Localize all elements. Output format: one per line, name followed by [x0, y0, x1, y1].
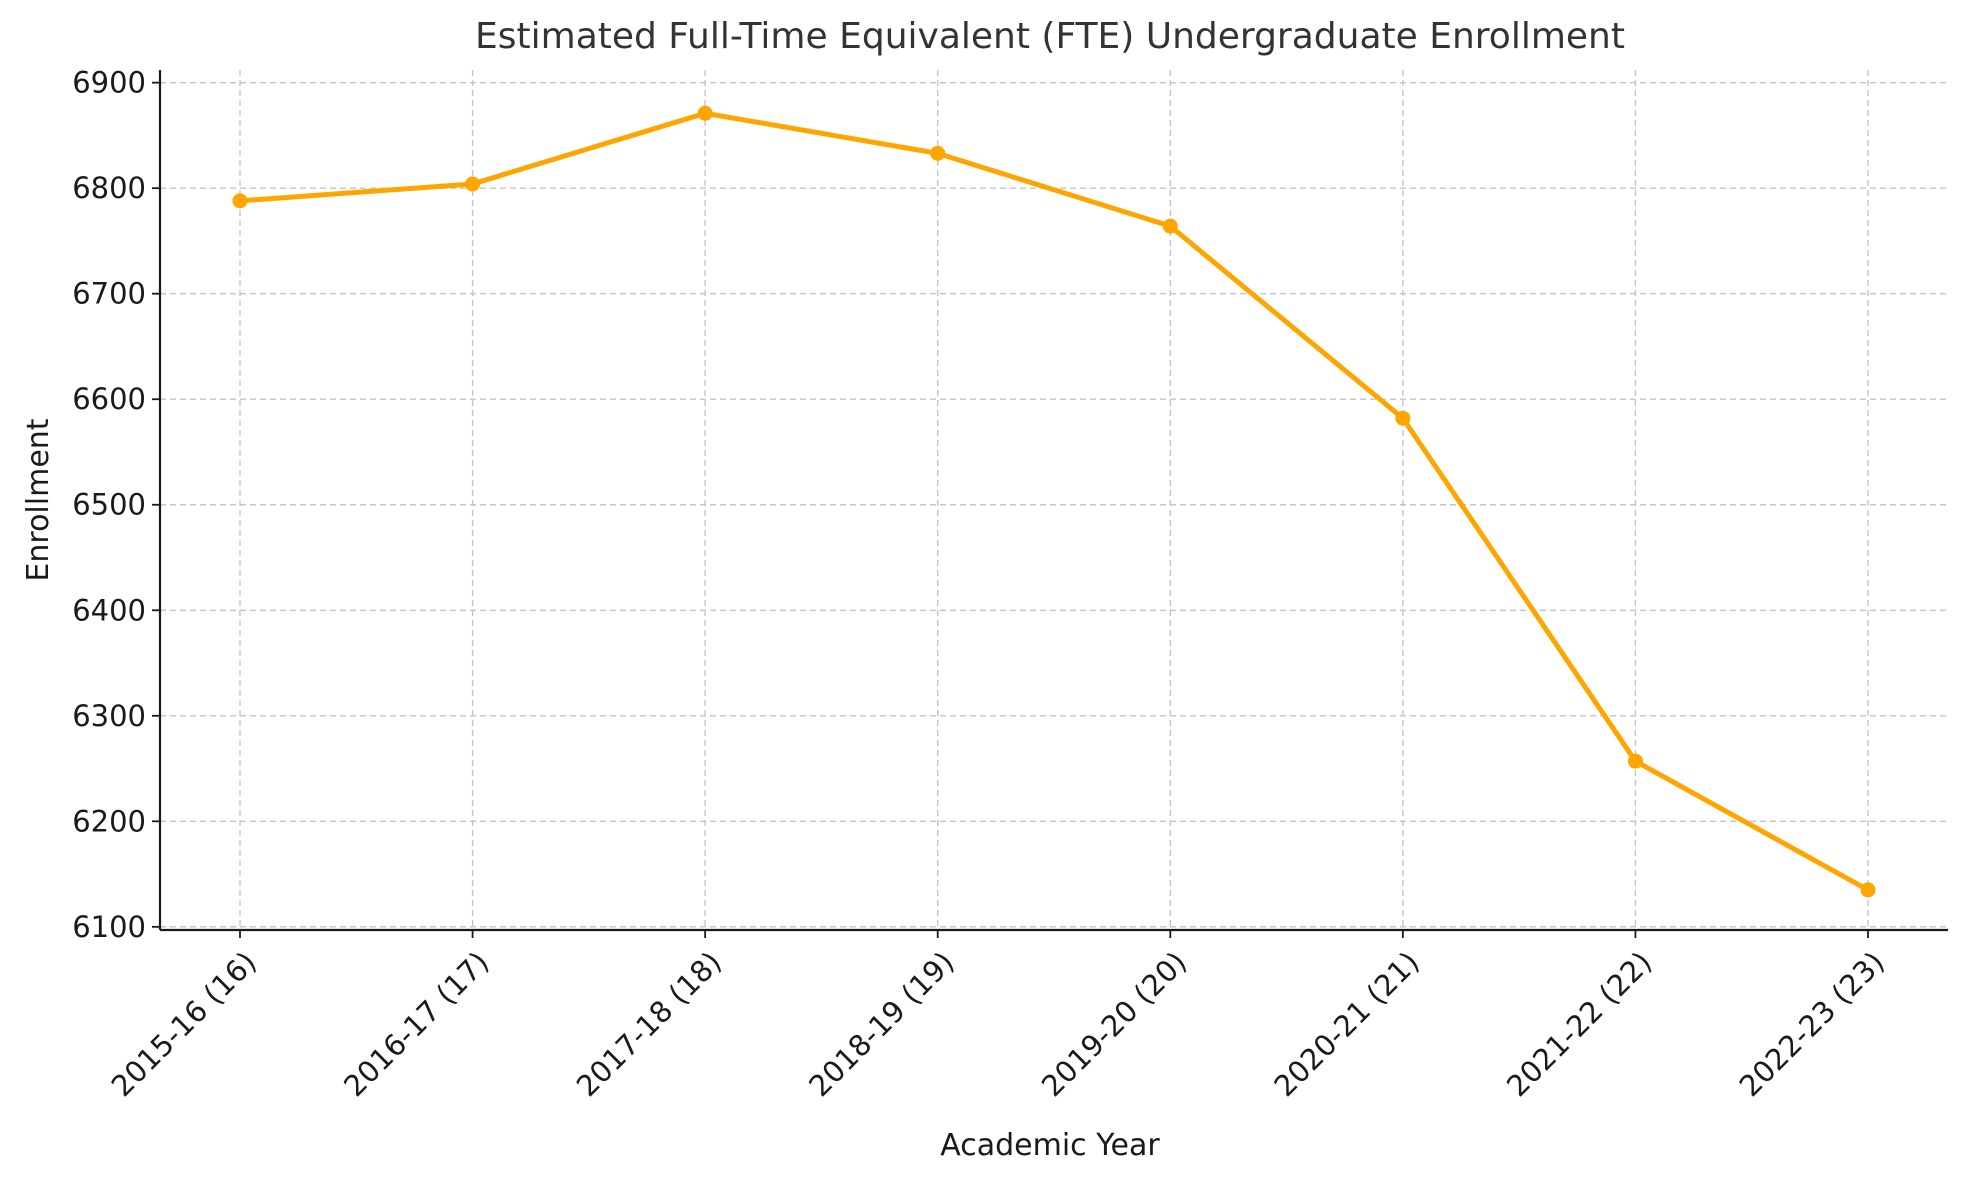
data-point — [465, 176, 481, 192]
axes — [152, 70, 1948, 938]
x-tick-label: 2019-20 (20) — [1035, 945, 1193, 1103]
y-tick-label: 6800 — [72, 171, 146, 205]
tick-labels: 6100 6200 6300 6400 6500 6600 6700 6800 6900 2015… — [72, 66, 1891, 1104]
x-tick-label: 2017-18 (18) — [570, 945, 728, 1103]
x-tick-label: 2015-16 (16) — [105, 945, 263, 1103]
x-tick-label: 2021-22 (22) — [1500, 945, 1658, 1103]
y-tick-label: 6300 — [72, 699, 146, 733]
y-tick-label: 6900 — [72, 66, 146, 100]
x-tick-label: 2020-21 (21) — [1267, 945, 1425, 1103]
y-tick-label: 6100 — [72, 910, 146, 944]
y-axis-label: Enrollment — [21, 418, 56, 581]
chart-title: Estimated Full-Time Equivalent (FTE) Und… — [475, 16, 1625, 57]
y-tick-label: 6500 — [72, 488, 146, 522]
y-tick-label: 6400 — [72, 593, 146, 627]
x-tick-label: 2022-23 (23) — [1733, 945, 1891, 1103]
y-tick-label: 6700 — [72, 277, 146, 311]
x-tick-label: 2018-19 (19) — [802, 945, 960, 1103]
x-axis-label: Academic Year — [940, 1128, 1160, 1163]
data-point — [1162, 218, 1178, 234]
series-line — [237, 110, 1871, 893]
series — [232, 105, 1876, 898]
data-point — [232, 193, 248, 209]
grid — [160, 70, 1948, 930]
data-point — [1860, 882, 1876, 898]
data-point — [930, 145, 946, 161]
data-point — [1395, 410, 1411, 426]
data-point — [1627, 753, 1643, 769]
y-tick-label: 6200 — [72, 804, 146, 838]
data-point — [697, 105, 713, 121]
x-tick-label: 2016-17 (17) — [337, 945, 495, 1103]
y-tick-label: 6600 — [72, 382, 146, 416]
